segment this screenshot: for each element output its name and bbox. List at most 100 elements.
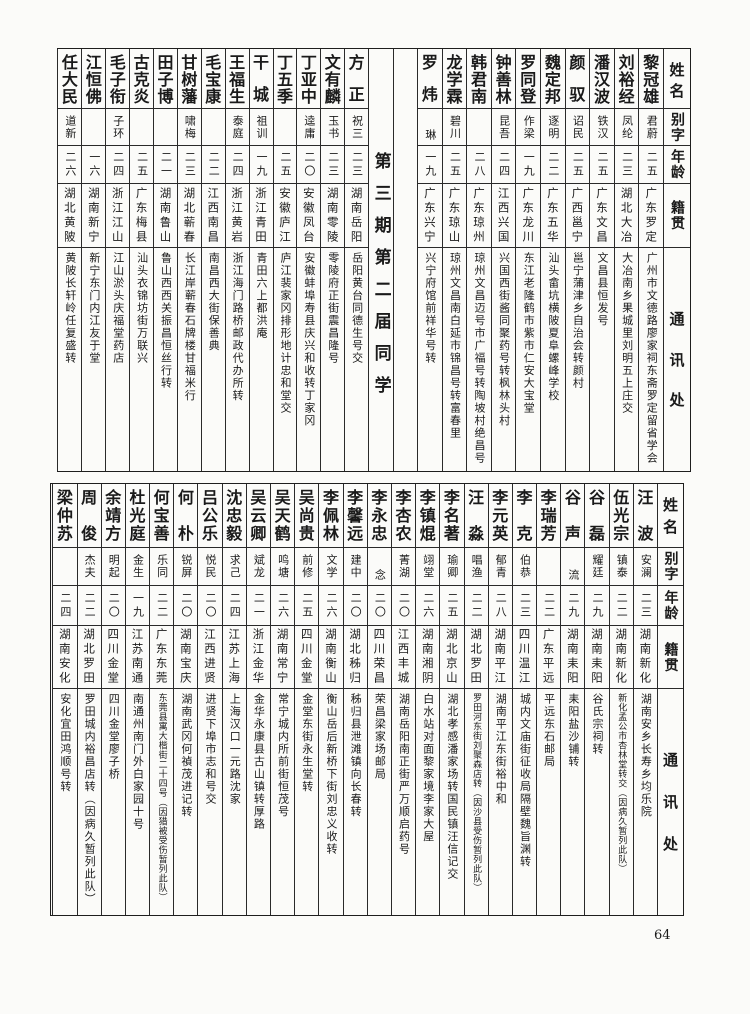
name-char: 吴: [274, 488, 291, 508]
person-address-cell: 大冶南乡果城里刘明五上庄交: [615, 248, 639, 470]
name-char: 忠: [226, 505, 243, 525]
person-alias: 凤纶: [620, 114, 634, 140]
person-address-cell: 罗田河东街刘聚森店转（因沙县受伤暂列此队）: [465, 689, 488, 914]
person-alias: 铁汉: [596, 114, 610, 140]
person-alias-cell: 祖训: [249, 109, 273, 146]
person-address: 湖北孝感潘家场转国民镇汪信记交: [445, 693, 459, 881]
person-address: 耒阳盐沙铺转: [566, 693, 580, 768]
person-column: 李元英郁青 二八 湖南平江 湖南平江东街裕中和: [487, 484, 512, 915]
person-alias: 祝三: [350, 114, 364, 140]
person-origin-cell: 广东罗定: [639, 184, 663, 248]
person-column: 颜驭诏民 二五 广西邕宁 邕宁蒲津乡自治会转颜村: [564, 49, 590, 471]
name-char: 庭: [129, 523, 146, 543]
name-char: 李: [419, 488, 436, 508]
person-name: 古克炎: [130, 49, 154, 109]
person-origin-cell: 安徽庐江: [273, 184, 297, 248]
person-alias: 道新: [63, 114, 77, 140]
person-alias: 泰庭: [231, 114, 245, 140]
person-origin: 四川温江: [517, 628, 532, 686]
person-alias: 悦民: [204, 554, 218, 579]
person-name: 毛宝康: [201, 49, 225, 109]
name-char: 宝: [153, 505, 170, 525]
person-address-cell: 安化宜田鸿顺号转: [53, 689, 76, 914]
name-char: 名: [443, 505, 460, 525]
person-name: 丁亚中: [297, 49, 321, 109]
person-alias-cell: [537, 548, 561, 586]
person-address-cell: 进贤下埠市志和号交: [198, 689, 221, 914]
person-origin: 广东梅县: [134, 186, 149, 245]
person-name: 方正: [345, 49, 369, 109]
person-address-cell: 上海汉口一元路沈家: [223, 689, 246, 914]
person-column: 吴云卿斌龙 二一 浙江金华 金华永康县古山镇转厚路: [245, 484, 270, 915]
person-alias-cell: [130, 109, 154, 146]
person-address: 金堂东街永生堂转: [300, 693, 314, 793]
person-age: 二四: [111, 150, 125, 179]
name-char: 李: [443, 488, 460, 508]
person-alias: 耀廷: [591, 554, 605, 579]
person-origin-cell: 湖南新化: [609, 626, 633, 689]
person-name: 李永忠: [367, 484, 391, 548]
person-address: 湖南武冈何禎茂进记转: [179, 693, 193, 818]
person-name: 黎冠雄: [639, 49, 663, 109]
person-address: 岳阳黄台同德生号交: [350, 252, 364, 365]
person-column: 文有麟玉书 二三 湖南零陵 零陵府正街震昌隆号: [320, 49, 345, 471]
person-origin: 湖南平江: [493, 628, 508, 686]
person-origin-cell: 广东兴宁: [418, 184, 442, 248]
header-char: 姓: [669, 61, 685, 79]
person-name: 谷磊: [585, 484, 609, 548]
person-name: 罗同登: [516, 49, 541, 109]
person-name: 田子博: [154, 49, 177, 109]
name-char: 魏: [544, 53, 561, 72]
name-char: 康: [205, 87, 222, 106]
name-char: 丁: [276, 53, 293, 72]
name-char: 甘: [181, 53, 198, 72]
person-column: 田子博二一 湖南鲁山 鲁山西西关振昌恒丝行转: [153, 49, 177, 471]
person-origin-cell: 湖南新宁: [82, 184, 106, 248]
name-char: 李: [492, 488, 509, 508]
person-address: 湖南安乡长寿乡均乐院: [639, 693, 653, 818]
person-age-cell: 二六: [319, 586, 343, 626]
person-alias: 瑜卿: [445, 554, 459, 579]
name-char: 任: [61, 53, 78, 72]
person-age: 二五: [135, 150, 149, 179]
person-age: 一九: [131, 591, 145, 620]
person-address: 青田六上都洪庵: [255, 252, 269, 340]
bottom-roster-table: 姓名别字 年龄 籍贯通讯处汪波安澜 二三 湖南新化 湖南安乡长寿乡均乐院伍光宗镇泰 二二 湖南…: [50, 483, 684, 916]
person-address-cell: 耒阳盐沙铺转: [561, 689, 584, 914]
name-char: 焜: [419, 523, 436, 543]
person-age: 一九: [423, 150, 437, 179]
person-age-cell: 一九: [516, 146, 541, 184]
person-alias: 念: [373, 568, 387, 582]
name-char: 亚: [300, 70, 317, 89]
person-column: 方正祝三 二三 湖南岳阳 岳阳黄台同德生号交: [344, 49, 369, 471]
person-origin: 湖北黄陂: [62, 186, 77, 245]
name-char: 林: [495, 87, 512, 106]
person-alias: 伯恭: [518, 554, 532, 579]
person-origin: 湖北大冶: [619, 186, 634, 245]
name-char: 吴: [250, 488, 267, 508]
person-address-cell: 安徽蚌埠寿县庆兴和收转丁家冈: [297, 248, 320, 470]
person-column: 江恒佛一六 湖南新宁 新宁东门内江友于堂: [81, 49, 106, 471]
person-name: 刘裕经: [614, 49, 639, 109]
person-age-cell: 二一: [154, 146, 177, 184]
person-age-cell: 二二: [77, 586, 101, 626]
person-age-cell: 二二: [541, 146, 565, 184]
person-age-cell: 二四: [106, 146, 130, 184]
person-origin: 湖南湘阴: [420, 628, 435, 686]
name-char: 李: [540, 488, 557, 508]
person-origin: 四川金堂: [106, 628, 121, 686]
person-age: 二一: [159, 150, 173, 179]
name-char: 卿: [250, 523, 267, 543]
person-alias-cell: 悦民: [198, 548, 222, 586]
person-age: 二六: [421, 591, 435, 620]
person-address-cell: 衡山岳后新桥下街刘忠义收转: [319, 689, 342, 914]
person-origin-cell: 湖北罗田: [464, 626, 488, 689]
name-char: 麟: [324, 87, 341, 106]
header-age-cell: 年龄: [664, 146, 690, 184]
person-column: 汪淼唱渔 二二 湖北罗田 罗田河东街刘聚森店转（因沙县受伤暂列此队）: [463, 484, 488, 915]
person-name: 魏定邦: [541, 49, 565, 109]
person-alias-cell: 诏民: [565, 109, 590, 146]
person-origin-cell: 湖南新化: [633, 626, 657, 689]
person-origin: 广东琼州: [472, 186, 487, 245]
name-char: 正: [348, 85, 365, 104]
